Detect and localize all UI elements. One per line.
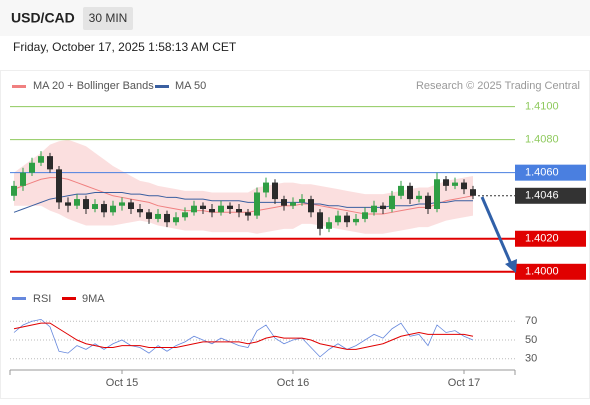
credit: Research © 2025 Trading Central (416, 80, 580, 92)
legend-label: 9MA (82, 293, 105, 305)
x-tick-label: Oct 17 (448, 377, 480, 389)
legend-label: RSI (33, 293, 51, 305)
candle-body (38, 156, 44, 163)
ma9-line (13, 322, 474, 350)
candle-body (344, 215, 350, 223)
candle-body (434, 179, 440, 209)
candle-body (308, 199, 314, 213)
candle-body (29, 162, 35, 173)
candle-body (452, 182, 458, 186)
candle-body (236, 209, 242, 213)
candle-body (164, 213, 170, 223)
candle-body (56, 169, 62, 203)
ma20-line (13, 177, 474, 215)
candle-body (209, 209, 215, 213)
interval[interactable]: 30 MIN (89, 11, 128, 25)
x-tick-label: Oct 15 (106, 377, 138, 389)
level-label: 1.4080 (525, 134, 559, 146)
level-box (515, 263, 586, 280)
y-tick-label: 70 (525, 315, 537, 327)
candle-body (74, 199, 80, 206)
candle-body (299, 199, 305, 203)
datetime: Friday, October 17, 2025 1:58:13 AM CET (13, 40, 237, 54)
candle-body (317, 212, 323, 229)
level-label: 1.4100 (525, 100, 559, 112)
rsi-line (13, 318, 474, 358)
candle-body (362, 212, 368, 219)
y-tick-label: 30 (525, 353, 537, 365)
candle-body (182, 212, 188, 218)
candle-body (263, 182, 269, 193)
candle-body (101, 204, 107, 213)
candle-body (245, 212, 251, 216)
candle-body (470, 189, 476, 196)
legend-swatch (62, 297, 76, 300)
candle-body (200, 205, 206, 209)
level-box (515, 230, 586, 247)
level-label: 1.4020 (525, 233, 559, 245)
level-label: 1.4060 (525, 167, 559, 179)
candle-body (281, 199, 287, 206)
candle-body (227, 205, 233, 209)
legend-swatch (12, 85, 26, 88)
level-label: 1.4046 (525, 190, 559, 202)
level-box (515, 164, 586, 181)
chart-frame (0, 70, 590, 399)
candle-body (272, 182, 278, 200)
chart: MA 20 + Bollinger Bands MA 50 Research © 2… (9, 80, 586, 389)
candle-body (380, 205, 386, 209)
level-label: 1.4000 (525, 266, 559, 278)
legend-swatch (155, 85, 169, 88)
candle-body (290, 202, 296, 206)
candle-body (47, 156, 53, 170)
symbol: USD/CAD (11, 10, 75, 26)
candle-body (191, 205, 197, 213)
candle-body (110, 205, 116, 213)
candle-body (371, 205, 377, 213)
candle-body (254, 192, 260, 216)
candle-body (20, 172, 26, 186)
candle-body (119, 202, 125, 206)
level-box (515, 187, 586, 204)
ma50-line (13, 191, 473, 213)
candle-body (128, 202, 134, 209)
candle-body (443, 179, 449, 186)
interval-badge[interactable] (83, 7, 133, 30)
candle-body (83, 199, 89, 209)
candle-body (425, 195, 431, 209)
candle-body (11, 185, 17, 196)
bollinger-band (14, 139, 473, 234)
candle-body (398, 185, 404, 196)
candle-body (407, 185, 413, 200)
candle-body (218, 205, 224, 213)
candle-body (389, 195, 395, 209)
candle-body (353, 218, 359, 223)
candle-body (65, 202, 71, 206)
candle-body (155, 213, 161, 219)
candle-body (137, 209, 143, 213)
candle-body (461, 182, 467, 190)
candle-body (335, 215, 341, 223)
forecast-arrow (480, 196, 513, 265)
candle-body (146, 212, 152, 219)
y-tick-label: 50 (525, 334, 537, 346)
x-tick-label: Oct 16 (277, 377, 309, 389)
candle-body (326, 222, 332, 229)
candle-body (173, 217, 179, 223)
legend-label: MA 50 (175, 80, 206, 92)
candle-body (92, 204, 98, 209)
candle-body (416, 195, 422, 200)
arrow-head (505, 259, 517, 273)
legend-label: MA 20 + Bollinger Bands (33, 80, 154, 92)
legend-swatch (12, 297, 26, 300)
